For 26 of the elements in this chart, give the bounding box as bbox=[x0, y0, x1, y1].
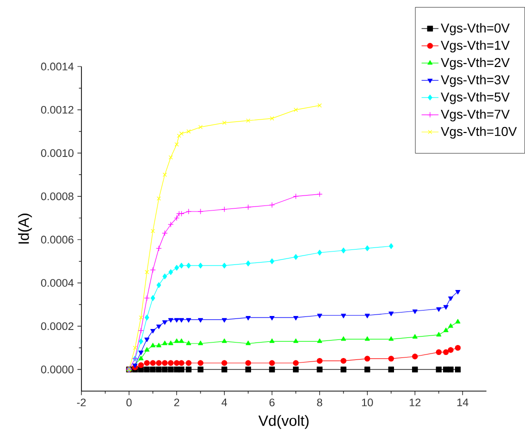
x-tick-label: 0 bbox=[126, 398, 132, 406]
legend-label: Vgs-Vth=1V bbox=[440, 40, 510, 53]
y-axis-title: Id(A) bbox=[18, 214, 32, 244]
y-tick-label: 0.0006 bbox=[41, 236, 74, 244]
legend-label: Vgs-Vth=10V bbox=[440, 126, 517, 139]
legend-label: Vgs-Vth=5V bbox=[440, 92, 510, 104]
y-tick-label: 0.0008 bbox=[41, 192, 74, 200]
y-tick-label: 0.0002 bbox=[41, 322, 74, 330]
y-tick-label: 0.0000 bbox=[41, 366, 74, 374]
legend-label: Vgs-Vth=2V bbox=[440, 58, 510, 70]
x-tick-label: 4 bbox=[222, 398, 228, 406]
x-tick-label: 6 bbox=[270, 398, 275, 406]
legend-label: Vgs-Vth=3V bbox=[440, 75, 510, 87]
y-tick-label: 0.0004 bbox=[41, 279, 74, 287]
legend-label: Vgs-Vth=0V bbox=[440, 23, 510, 36]
x-tick-label: 2 bbox=[174, 398, 180, 406]
legend-label: Vgs-Vth=7V bbox=[440, 109, 510, 122]
y-tick-label: 0.0010 bbox=[41, 149, 74, 158]
x-tick-label: 8 bbox=[317, 398, 322, 406]
x-tick-label: 10 bbox=[362, 398, 373, 406]
y-tick-label: 0.0012 bbox=[41, 106, 74, 114]
x-axis-title: Vd(volt) bbox=[258, 415, 309, 430]
y-tick-label: 0.0014 bbox=[41, 62, 74, 70]
x-tick-label: -2 bbox=[77, 398, 86, 406]
x-tick-label: 12 bbox=[410, 398, 420, 406]
x-tick-label: 14 bbox=[457, 398, 468, 406]
